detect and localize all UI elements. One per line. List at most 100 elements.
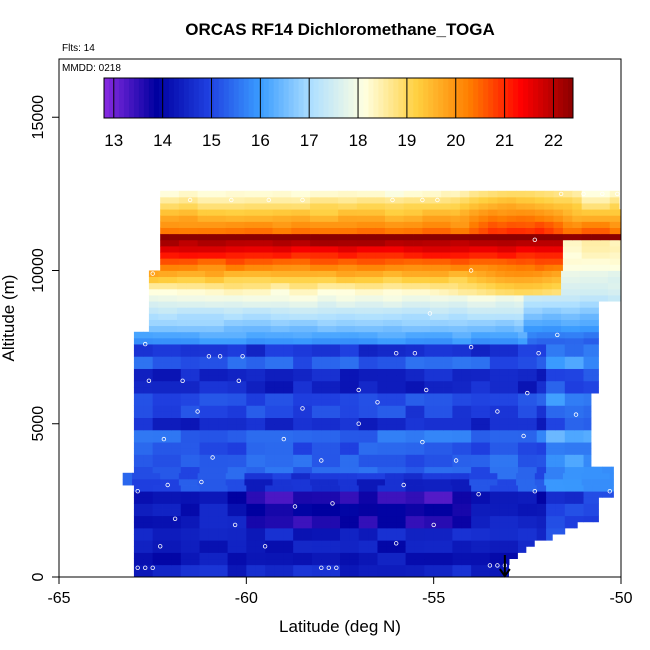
field-cell bbox=[516, 203, 526, 210]
field-cell bbox=[227, 564, 238, 572]
field-cell bbox=[199, 460, 210, 468]
field-cell bbox=[443, 417, 453, 425]
field-cell bbox=[293, 540, 303, 547]
field-cell bbox=[160, 209, 170, 216]
field-cell bbox=[527, 436, 538, 443]
field-cell bbox=[443, 534, 453, 541]
field-cell bbox=[235, 258, 245, 265]
field-cell bbox=[167, 270, 178, 278]
field-cell bbox=[591, 252, 601, 259]
field-cell bbox=[169, 227, 180, 235]
field-cell bbox=[321, 546, 332, 553]
colorbar-segment bbox=[123, 78, 130, 118]
field-cell bbox=[330, 564, 341, 572]
field-cell bbox=[583, 448, 592, 455]
field-cell bbox=[581, 258, 592, 265]
field-cell bbox=[532, 319, 543, 327]
field-cell bbox=[283, 558, 294, 566]
field-cell bbox=[377, 374, 388, 382]
field-cell bbox=[349, 546, 360, 553]
field-cell bbox=[448, 295, 459, 302]
field-cell bbox=[562, 264, 573, 271]
field-cell bbox=[208, 460, 219, 468]
field-cell bbox=[195, 301, 206, 308]
field-cell bbox=[162, 485, 172, 492]
field-cell bbox=[321, 448, 332, 455]
field-cell bbox=[208, 399, 219, 406]
field-cell bbox=[480, 380, 491, 388]
field-cell bbox=[424, 442, 435, 449]
field-cell bbox=[583, 436, 592, 443]
field-cell bbox=[383, 325, 393, 333]
observation-point bbox=[487, 563, 493, 568]
field-cell bbox=[499, 509, 509, 517]
field-cell bbox=[443, 460, 453, 468]
field-cell bbox=[384, 258, 395, 265]
field-cell bbox=[517, 380, 528, 388]
field-cell bbox=[420, 288, 431, 296]
field-cell bbox=[302, 350, 313, 357]
field-cell bbox=[546, 448, 556, 455]
field-cell bbox=[302, 393, 313, 400]
field-cell bbox=[508, 436, 519, 443]
field-cell bbox=[328, 264, 339, 271]
field-cell bbox=[227, 411, 238, 419]
field-cell bbox=[302, 405, 313, 412]
field-cell bbox=[433, 368, 444, 376]
field-cell bbox=[347, 190, 358, 198]
field-cell bbox=[255, 429, 266, 437]
field-cell bbox=[516, 215, 526, 222]
field-cell bbox=[536, 429, 547, 437]
field-cell bbox=[508, 356, 519, 363]
field-cell bbox=[190, 399, 200, 406]
field-cell bbox=[443, 448, 453, 455]
field-cell bbox=[302, 454, 313, 461]
field-cell bbox=[516, 478, 526, 486]
field-cell bbox=[574, 442, 584, 449]
field-cell bbox=[171, 491, 182, 498]
field-cell bbox=[600, 264, 611, 271]
field-cell bbox=[383, 319, 393, 327]
field-cell bbox=[452, 331, 463, 339]
field-cell bbox=[517, 331, 528, 339]
field-cell bbox=[414, 454, 425, 461]
colorbar-segment bbox=[488, 78, 494, 118]
field-cell bbox=[261, 307, 272, 314]
field-cell bbox=[471, 552, 481, 560]
field-cell bbox=[461, 399, 472, 406]
field-cell bbox=[508, 460, 519, 468]
field-cell bbox=[169, 221, 180, 228]
field-cell bbox=[274, 454, 285, 461]
field-cell bbox=[302, 356, 313, 363]
field-cell bbox=[480, 399, 491, 406]
field-cell bbox=[555, 350, 566, 357]
field-cell bbox=[452, 405, 463, 412]
field-cell bbox=[340, 546, 350, 553]
field-cell bbox=[340, 423, 350, 431]
field-cell bbox=[246, 411, 257, 419]
field-cell bbox=[321, 570, 332, 577]
field-cell bbox=[562, 209, 573, 216]
field-cell bbox=[598, 288, 609, 296]
field-cell bbox=[162, 436, 172, 443]
field-cell bbox=[206, 264, 217, 271]
field-cell bbox=[236, 515, 247, 523]
field-cell bbox=[461, 552, 472, 560]
field-cell bbox=[270, 282, 281, 290]
field-cell bbox=[544, 221, 554, 228]
field-cell bbox=[356, 472, 367, 480]
field-cell bbox=[216, 190, 227, 198]
field-cell bbox=[499, 423, 509, 431]
field-cell bbox=[246, 405, 257, 412]
field-cell bbox=[517, 509, 528, 517]
field-cell bbox=[338, 264, 348, 271]
field-cell bbox=[403, 245, 414, 253]
field-cell bbox=[158, 301, 169, 308]
field-cell bbox=[527, 497, 538, 504]
observation-point bbox=[240, 354, 245, 359]
field-cell bbox=[504, 295, 515, 302]
field-cell bbox=[368, 436, 378, 443]
field-cell bbox=[190, 546, 200, 553]
field-cell bbox=[396, 337, 406, 345]
field-cell bbox=[180, 558, 191, 566]
